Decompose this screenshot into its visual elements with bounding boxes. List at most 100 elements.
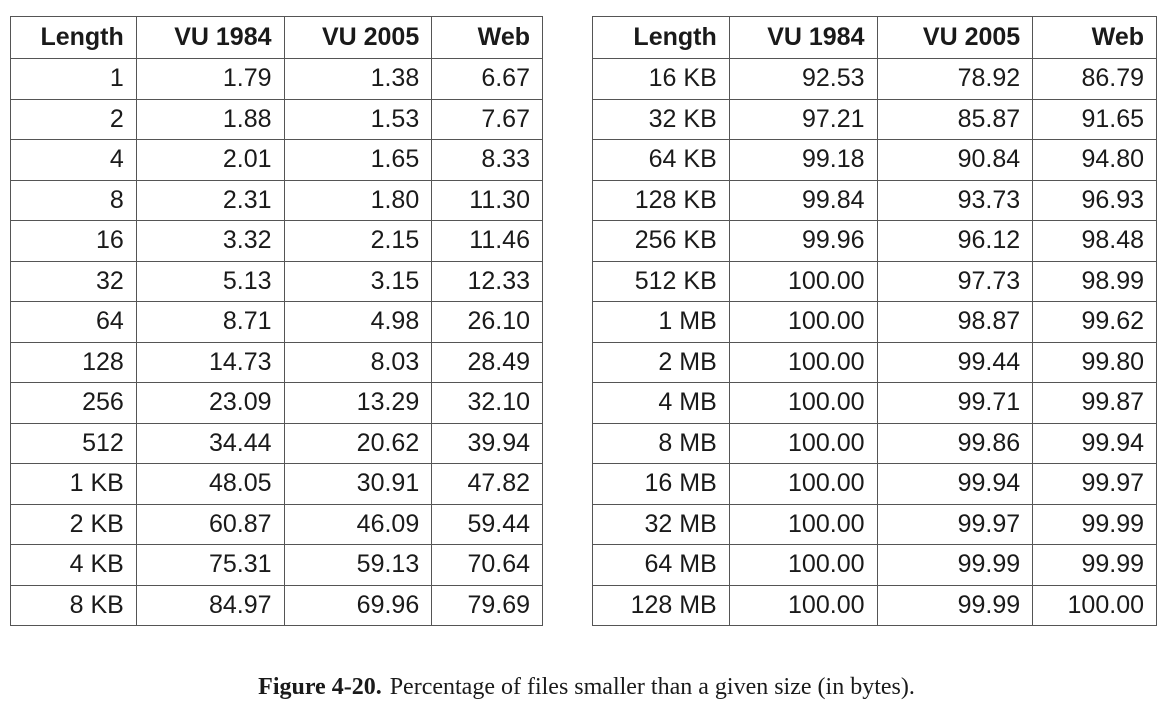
percentage-cell: 100.00	[728, 341, 878, 383]
length-cell: 8 KB	[10, 584, 137, 626]
percentage-cell: 97.73	[876, 260, 1034, 302]
percentage-cell: 99.94	[876, 463, 1034, 505]
percentage-cell: 11.46	[431, 220, 543, 262]
length-cell: 128 MB	[592, 584, 730, 626]
table-row: 16 KB 92.53 78.92 86.79	[592, 58, 1157, 100]
table-body: 16 KB 92.53 78.92 86.79 32 KB 97.21 85.87 91.65…	[592, 58, 1157, 626]
percentage-cell: 2.31	[135, 179, 285, 221]
percentage-cell: 7.67	[431, 98, 543, 140]
table-row: 4 MB 100.00 99.71 99.87	[592, 382, 1157, 424]
length-cell: 2 MB	[592, 341, 730, 383]
percentage-cell: 99.87	[1032, 382, 1157, 424]
table-row: 32 MB 100.00 99.97 99.99	[592, 503, 1157, 545]
percentage-cell: 8.33	[431, 139, 543, 181]
percentage-cell: 100.00	[728, 544, 878, 586]
table-row: 512 KB 100.00 97.73 98.99	[592, 260, 1157, 302]
length-cell: 1	[10, 58, 137, 100]
percentage-cell: 100.00	[728, 260, 878, 302]
percentage-cell: 100.00	[728, 422, 878, 464]
percentage-cell: 96.93	[1032, 179, 1157, 221]
length-cell: 2 KB	[10, 503, 137, 545]
percentage-cell: 100.00	[728, 382, 878, 424]
percentage-cell: 99.86	[876, 422, 1034, 464]
length-cell: 4 MB	[592, 382, 730, 424]
percentage-cell: 8.71	[135, 301, 285, 343]
table-row: 128 KB 99.84 93.73 96.93	[592, 179, 1157, 221]
table-row: 256 23.09 13.29 32.10	[10, 382, 543, 424]
percentage-cell: 99.99	[876, 544, 1034, 586]
column-header: Web	[1032, 16, 1157, 59]
percentage-cell: 30.91	[283, 463, 433, 505]
percentage-cell: 85.87	[876, 98, 1034, 140]
percentage-cell: 13.29	[283, 382, 433, 424]
percentage-cell: 14.73	[135, 341, 285, 383]
length-cell: 32 MB	[592, 503, 730, 545]
percentage-cell: 47.82	[431, 463, 543, 505]
table-row: 16 MB 100.00 99.94 99.97	[592, 463, 1157, 505]
table-row: 8 2.31 1.80 11.30	[10, 179, 543, 221]
percentage-cell: 39.94	[431, 422, 543, 464]
table-row: 2 1.88 1.53 7.67	[10, 98, 543, 140]
percentage-cell: 98.99	[1032, 260, 1157, 302]
file-size-table-right: Length VU 1984 VU 2005 Web 16 KB 92.53 78.92 8…	[592, 16, 1157, 626]
percentage-cell: 100.00	[728, 503, 878, 545]
length-cell: 64 KB	[592, 139, 730, 181]
percentage-cell: 84.97	[135, 584, 285, 626]
percentage-cell: 99.97	[1032, 463, 1157, 505]
table-header: Length VU 1984 VU 2005 Web	[592, 16, 1157, 59]
percentage-cell: 1.53	[283, 98, 433, 140]
percentage-cell: 59.13	[283, 544, 433, 586]
percentage-cell: 99.99	[876, 584, 1034, 626]
figure-caption-text: Percentage of files smaller than a given…	[389, 674, 915, 700]
percentage-cell: 96.12	[876, 220, 1034, 262]
table-row: 4 KB 75.31 59.13 70.64	[10, 544, 543, 586]
percentage-cell: 90.84	[876, 139, 1034, 181]
table-row: 128 14.73 8.03 28.49	[10, 341, 543, 383]
percentage-cell: 60.87	[135, 503, 285, 545]
column-header: VU 1984	[728, 16, 878, 59]
percentage-cell: 26.10	[431, 301, 543, 343]
length-cell: 64 MB	[592, 544, 730, 586]
length-cell: 1 KB	[10, 463, 137, 505]
percentage-cell: 34.44	[135, 422, 285, 464]
percentage-cell: 8.03	[283, 341, 433, 383]
table-row: 32 5.13 3.15 12.33	[10, 260, 543, 302]
header-row: Length VU 1984 VU 2005 Web	[10, 16, 543, 59]
length-cell: 64	[10, 301, 137, 343]
percentage-cell: 86.79	[1032, 58, 1157, 100]
percentage-cell: 99.84	[728, 179, 878, 221]
header-row: Length VU 1984 VU 2005 Web	[592, 16, 1157, 59]
table-row: 2 KB 60.87 46.09 59.44	[10, 503, 543, 545]
length-cell: 256 KB	[592, 220, 730, 262]
table-header: Length VU 1984 VU 2005 Web	[10, 16, 543, 59]
percentage-cell: 32.10	[431, 382, 543, 424]
table-row: 64 KB 99.18 90.84 94.80	[592, 139, 1157, 181]
percentage-cell: 79.69	[431, 584, 543, 626]
percentage-cell: 1.79	[135, 58, 285, 100]
table-row: 1 1.79 1.38 6.67	[10, 58, 543, 100]
column-header: VU 1984	[135, 16, 285, 59]
percentage-cell: 23.09	[135, 382, 285, 424]
percentage-cell: 59.44	[431, 503, 543, 545]
percentage-cell: 12.33	[431, 260, 543, 302]
percentage-cell: 100.00	[1032, 584, 1157, 626]
table-row: 2 MB 100.00 99.44 99.80	[592, 341, 1157, 383]
percentage-cell: 92.53	[728, 58, 878, 100]
length-cell: 2	[10, 98, 137, 140]
percentage-cell: 93.73	[876, 179, 1034, 221]
column-header: Length	[592, 16, 730, 59]
percentage-cell: 1.80	[283, 179, 433, 221]
percentage-cell: 99.44	[876, 341, 1034, 383]
table-body: 1 1.79 1.38 6.67 2 1.88 1.53 7.67 4 2.01 1.65 8.33 8…	[10, 58, 543, 626]
percentage-cell: 99.97	[876, 503, 1034, 545]
file-size-table-left: Length VU 1984 VU 2005 Web 1 1.79 1.38 6.67 2 1.…	[10, 16, 543, 626]
percentage-cell: 94.80	[1032, 139, 1157, 181]
table-row: 16 3.32 2.15 11.46	[10, 220, 543, 262]
length-cell: 8	[10, 179, 137, 221]
percentage-cell: 99.94	[1032, 422, 1157, 464]
percentage-cell: 5.13	[135, 260, 285, 302]
length-cell: 4 KB	[10, 544, 137, 586]
percentage-cell: 69.96	[283, 584, 433, 626]
percentage-cell: 3.32	[135, 220, 285, 262]
percentage-cell: 2.01	[135, 139, 285, 181]
